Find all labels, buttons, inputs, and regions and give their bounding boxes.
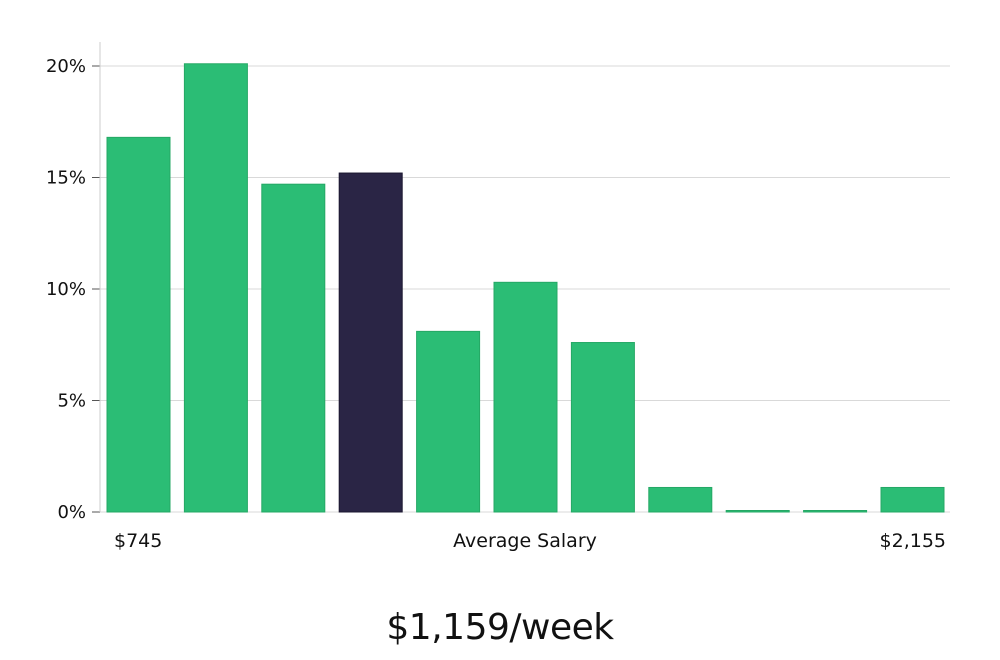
y-axis-ticks: 0% 5% 10% 15% 20% — [46, 56, 100, 523]
bar — [106, 136, 171, 513]
bar — [493, 281, 558, 513]
salary-histogram: 0% 5% 10% 15% 20% $745 Average Salary $2,155 — [46, 42, 950, 552]
bars — [106, 63, 945, 513]
bar — [183, 63, 248, 513]
y-tick-label: 15% — [46, 168, 86, 189]
bar — [648, 486, 713, 513]
bar — [725, 510, 790, 513]
x-axis-title: Average Salary — [453, 530, 597, 552]
y-tick-label: 10% — [46, 279, 86, 300]
bar — [570, 342, 635, 513]
bar — [880, 486, 945, 513]
average-weekly-salary: $1,159/week — [386, 607, 614, 648]
x-max-label: $2,155 — [880, 530, 946, 552]
y-tick-label: 20% — [46, 56, 86, 77]
y-tick-label: 5% — [57, 391, 86, 412]
bar — [803, 510, 868, 513]
bar-highlighted — [338, 172, 403, 513]
bar — [416, 330, 481, 513]
x-min-label: $745 — [114, 530, 162, 552]
bar — [261, 183, 326, 513]
y-tick-label: 0% — [57, 502, 86, 523]
